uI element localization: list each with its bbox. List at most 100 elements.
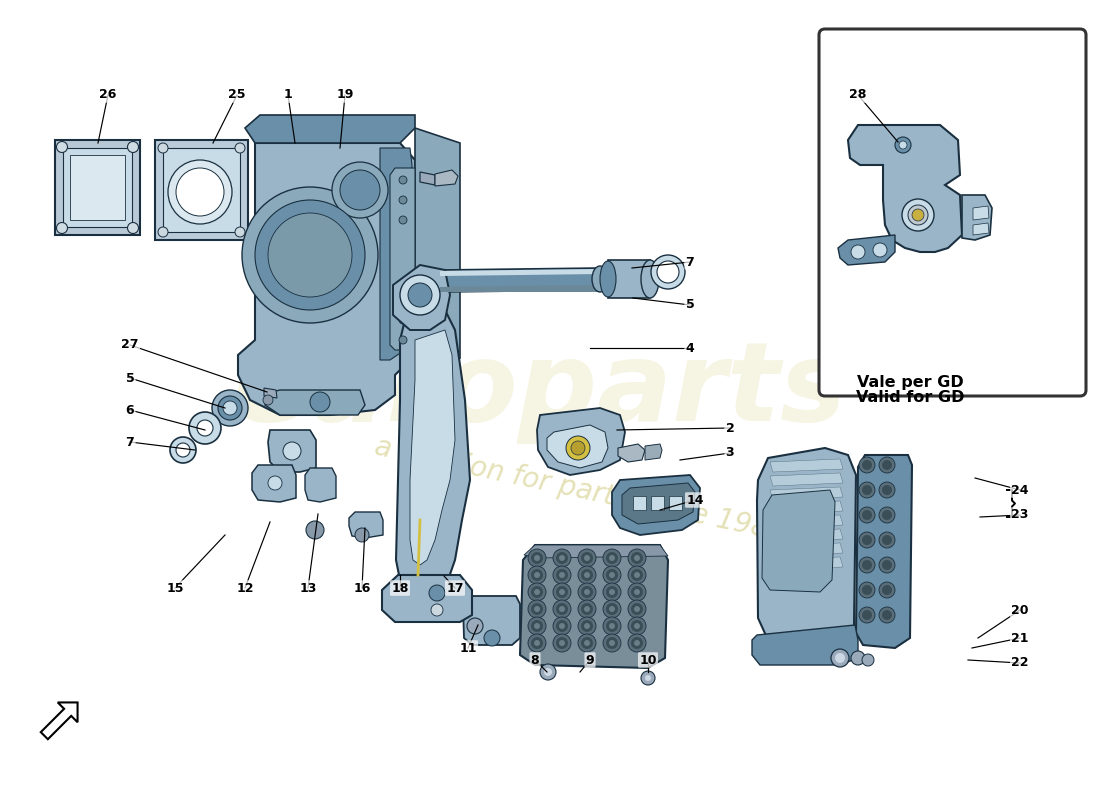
Polygon shape — [245, 115, 415, 143]
Polygon shape — [770, 529, 843, 542]
Text: 27: 27 — [121, 338, 139, 351]
Text: 8: 8 — [530, 654, 539, 666]
Circle shape — [581, 552, 593, 564]
Circle shape — [559, 589, 565, 595]
Circle shape — [634, 555, 640, 561]
Text: 15: 15 — [166, 582, 184, 594]
Circle shape — [578, 583, 596, 601]
Circle shape — [128, 142, 139, 153]
Circle shape — [862, 510, 872, 520]
Circle shape — [879, 482, 895, 498]
Circle shape — [355, 528, 368, 542]
Ellipse shape — [600, 261, 616, 297]
Circle shape — [528, 617, 546, 635]
Circle shape — [584, 640, 590, 646]
Circle shape — [879, 457, 895, 473]
Polygon shape — [770, 501, 843, 514]
Polygon shape — [770, 515, 843, 528]
Circle shape — [862, 535, 872, 545]
Circle shape — [581, 637, 593, 649]
Circle shape — [882, 510, 892, 520]
Circle shape — [235, 227, 245, 237]
Circle shape — [268, 476, 282, 490]
Circle shape — [879, 507, 895, 523]
Circle shape — [879, 532, 895, 548]
Circle shape — [862, 610, 872, 620]
Circle shape — [859, 607, 874, 623]
Circle shape — [634, 623, 640, 629]
Circle shape — [873, 243, 887, 257]
Polygon shape — [856, 455, 912, 648]
Circle shape — [559, 572, 565, 578]
Circle shape — [609, 555, 615, 561]
Text: 17: 17 — [447, 582, 464, 594]
Text: 20: 20 — [1011, 603, 1028, 617]
Circle shape — [559, 623, 565, 629]
Circle shape — [606, 586, 618, 598]
Polygon shape — [669, 496, 682, 510]
Circle shape — [556, 620, 568, 632]
Circle shape — [218, 396, 242, 420]
Circle shape — [584, 572, 590, 578]
Circle shape — [862, 460, 872, 470]
Circle shape — [859, 482, 874, 498]
Circle shape — [556, 552, 568, 564]
Circle shape — [628, 634, 646, 652]
Circle shape — [578, 566, 596, 584]
Circle shape — [399, 296, 407, 304]
Circle shape — [908, 205, 928, 225]
Circle shape — [531, 620, 543, 632]
Text: 25: 25 — [229, 89, 245, 102]
Polygon shape — [265, 390, 365, 415]
Circle shape — [581, 569, 593, 581]
Polygon shape — [349, 512, 383, 538]
Circle shape — [879, 557, 895, 573]
Circle shape — [168, 160, 232, 224]
Polygon shape — [962, 195, 992, 240]
Circle shape — [631, 586, 644, 598]
Polygon shape — [632, 496, 646, 510]
Polygon shape — [63, 148, 132, 227]
Polygon shape — [268, 430, 316, 472]
Text: 7: 7 — [685, 255, 694, 269]
Circle shape — [566, 436, 590, 460]
Circle shape — [862, 485, 872, 495]
Circle shape — [882, 610, 892, 620]
Text: 5: 5 — [685, 298, 694, 311]
Polygon shape — [974, 206, 989, 220]
Circle shape — [882, 485, 892, 495]
Polygon shape — [974, 223, 989, 235]
Polygon shape — [524, 545, 668, 558]
Text: 1: 1 — [284, 89, 293, 102]
Circle shape — [859, 582, 874, 598]
Circle shape — [862, 585, 872, 595]
Circle shape — [631, 620, 644, 632]
Circle shape — [176, 443, 190, 457]
Circle shape — [657, 261, 679, 283]
Circle shape — [581, 586, 593, 598]
Polygon shape — [434, 170, 458, 186]
Polygon shape — [264, 388, 277, 398]
Polygon shape — [379, 148, 412, 360]
Polygon shape — [762, 490, 835, 592]
Circle shape — [528, 600, 546, 618]
Circle shape — [429, 585, 446, 601]
Circle shape — [609, 623, 615, 629]
Polygon shape — [440, 269, 600, 276]
Circle shape — [609, 640, 615, 646]
Circle shape — [584, 623, 590, 629]
Circle shape — [189, 412, 221, 444]
Circle shape — [879, 582, 895, 598]
Text: a passion for parts since 1985: a passion for parts since 1985 — [372, 433, 788, 547]
Polygon shape — [155, 140, 248, 240]
Circle shape — [484, 630, 500, 646]
Circle shape — [534, 572, 540, 578]
Circle shape — [581, 603, 593, 615]
Text: 2: 2 — [726, 422, 735, 434]
Polygon shape — [770, 487, 843, 500]
Circle shape — [556, 637, 568, 649]
Polygon shape — [547, 425, 608, 468]
Text: europarts: europarts — [233, 337, 847, 443]
Polygon shape — [612, 475, 700, 535]
Circle shape — [310, 392, 330, 412]
